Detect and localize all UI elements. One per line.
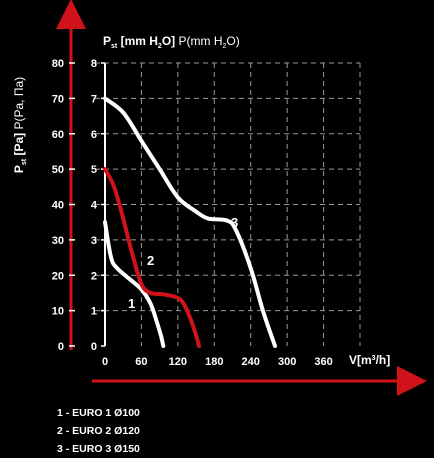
legend-item-2: 2 - EURO 2 Ø120 — [57, 425, 140, 437]
curves — [103, 96, 277, 348]
y-left-tick-labels: 0 10 20 30 40 50 60 70 80 — [52, 58, 64, 353]
y-left-tick-label: 0 — [58, 341, 64, 353]
y-left-tick-label: 10 — [52, 306, 64, 318]
y-right-tick-label: 5 — [91, 164, 97, 176]
curve-label-3: 3 — [231, 215, 238, 230]
y-right-tick-label: 1 — [91, 306, 97, 318]
x-tick-label: 180 — [205, 356, 223, 368]
legend-item-1: 1 - EURO 1 Ø100 — [57, 407, 140, 419]
y-right-tick-label: 2 — [91, 270, 97, 282]
y-right-tick-label: 8 — [91, 58, 97, 70]
axes — [56, 0, 427, 396]
y-right-tick-label: 6 — [91, 129, 97, 141]
curve-label-1: 1 — [128, 296, 135, 311]
legend: 1 - EURO 1 Ø100 2 - EURO 2 Ø120 3 - EURO… — [57, 404, 140, 458]
curve-2 — [103, 167, 202, 348]
y-right-tick-label: 7 — [91, 93, 97, 105]
y-left-tick-label: 40 — [52, 200, 64, 212]
legend-item-3: 3 - EURO 3 Ø150 — [57, 443, 140, 455]
y-left-axis-title: Pst [Pa] P(Pa, Па) — [12, 77, 28, 173]
grid-lines — [95, 62, 361, 346]
curve-1 — [103, 220, 166, 348]
y-left-tick-label: 80 — [52, 58, 64, 70]
y-right-axis-title: Pst [mm H2O] P(mm H2O) — [103, 34, 240, 50]
curve-labels: 1 2 3 — [128, 215, 238, 311]
curve-label-2: 2 — [147, 253, 154, 268]
y-right-tick-label: 3 — [91, 235, 97, 247]
y-left-tick-label: 60 — [52, 129, 64, 141]
x-tick-label: 0 — [102, 356, 108, 368]
x-tick-label: 240 — [242, 356, 260, 368]
curve-3 — [103, 96, 277, 348]
x-tick-labels: 0 60 120 180 240 300 360 — [102, 356, 333, 368]
x-axis-title: V[m3/h] — [349, 353, 390, 367]
y-left-tick-label: 70 — [52, 93, 64, 105]
x-tick-label: 60 — [135, 356, 147, 368]
y-right-tick-label: 0 — [91, 341, 97, 353]
y-left-tick-label: 30 — [52, 235, 64, 247]
y-left-tick-label: 20 — [52, 270, 64, 282]
y-left-tick-label: 50 — [52, 164, 64, 176]
y-right-tick-labels: 0 1 2 3 4 5 6 7 8 — [91, 58, 98, 353]
x-tick-label: 300 — [278, 356, 296, 368]
x-tick-label: 360 — [314, 356, 332, 368]
y-right-tick-label: 4 — [91, 200, 98, 212]
x-tick-label: 120 — [169, 356, 187, 368]
